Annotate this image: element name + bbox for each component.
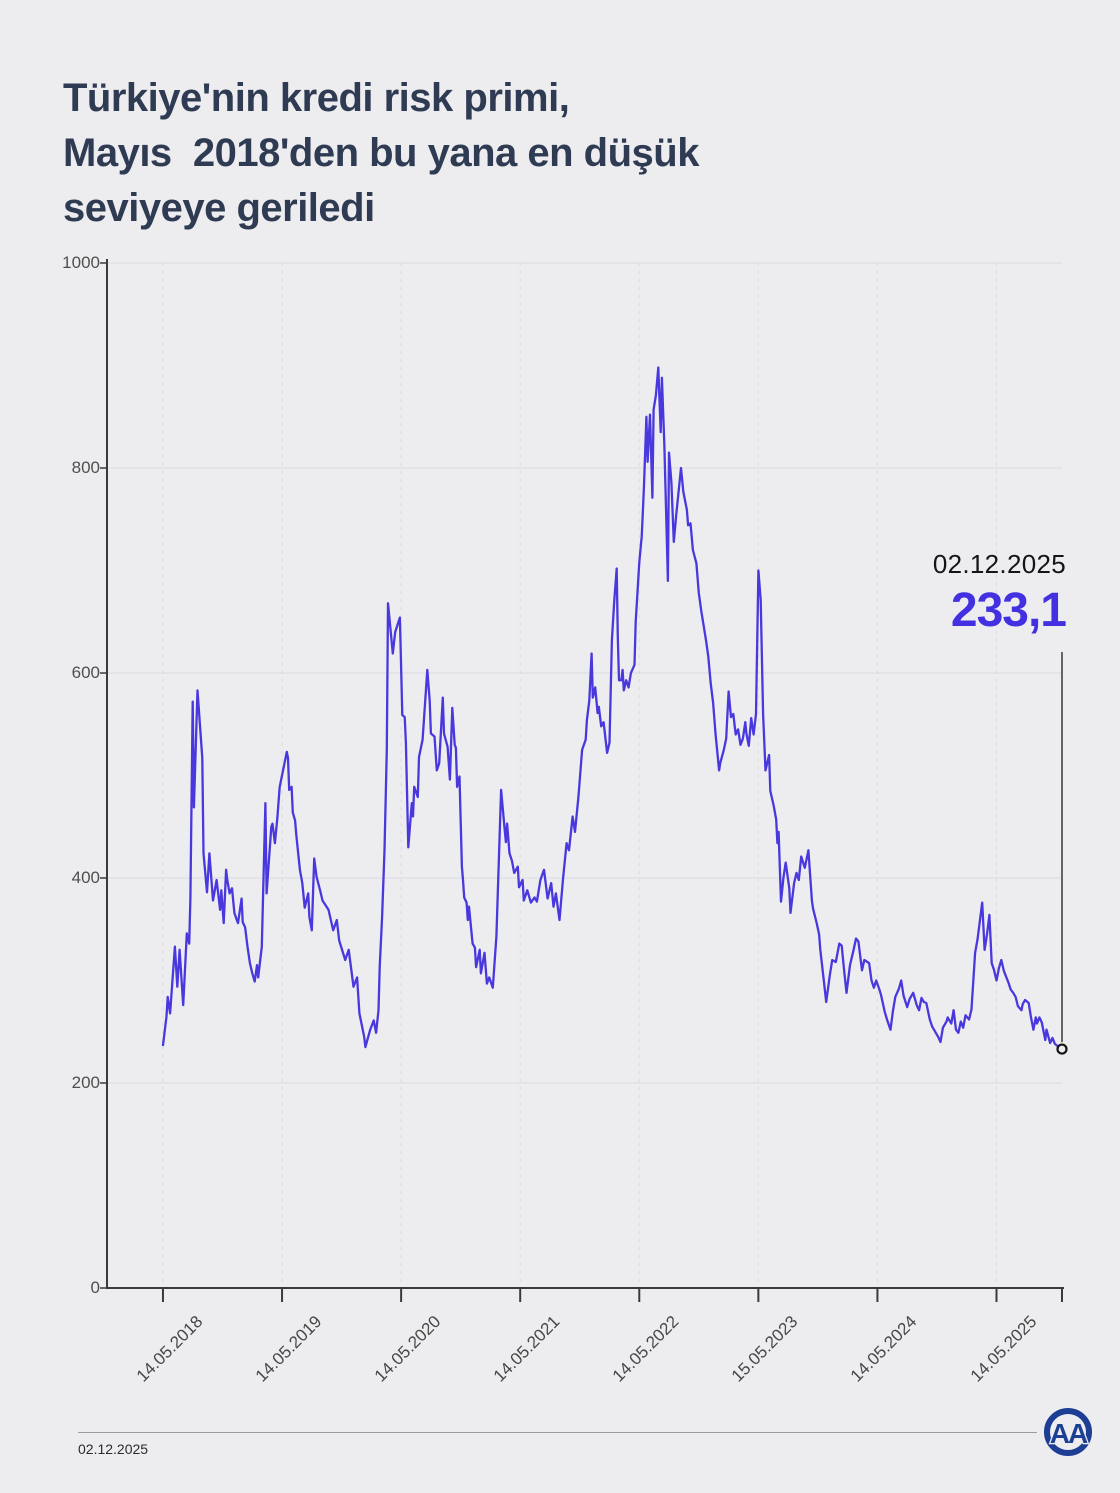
cds-series-line — [161, 366, 1064, 1051]
callout-value: 233,1 — [950, 584, 1067, 637]
title-line-3: seviyeye geriledi — [63, 185, 375, 230]
y-axis-label: 1000 — [62, 253, 100, 272]
logo-aa-text: AA — [1050, 1418, 1088, 1449]
y-axis-label: 400 — [71, 868, 100, 887]
callout-date: 02.12.2025 — [932, 549, 1066, 579]
footer-date: 02.12.2025 — [78, 1441, 149, 1457]
y-axis-label: 0 — [90, 1278, 100, 1297]
y-axis-label: 600 — [71, 663, 100, 682]
last-value-callout: 02.12.2025 233,1 — [932, 549, 1067, 638]
logo-ring — [1044, 1408, 1092, 1456]
y-axis-label: 800 — [71, 458, 100, 477]
title-line-1: Türkiye'nin kredi risk primi, — [63, 75, 570, 120]
page-title: Türkiye'nin kredi risk primi, Mayıs 2018… — [63, 71, 923, 236]
anadolu-agency-logo: AA — [1044, 1408, 1092, 1456]
y-axis-label: 200 — [71, 1073, 100, 1092]
last-point-marker — [1056, 1043, 1068, 1055]
footer-divider — [78, 1432, 1037, 1433]
title-line-2: Mayıs 2018'den bu yana en düşük — [63, 130, 699, 175]
